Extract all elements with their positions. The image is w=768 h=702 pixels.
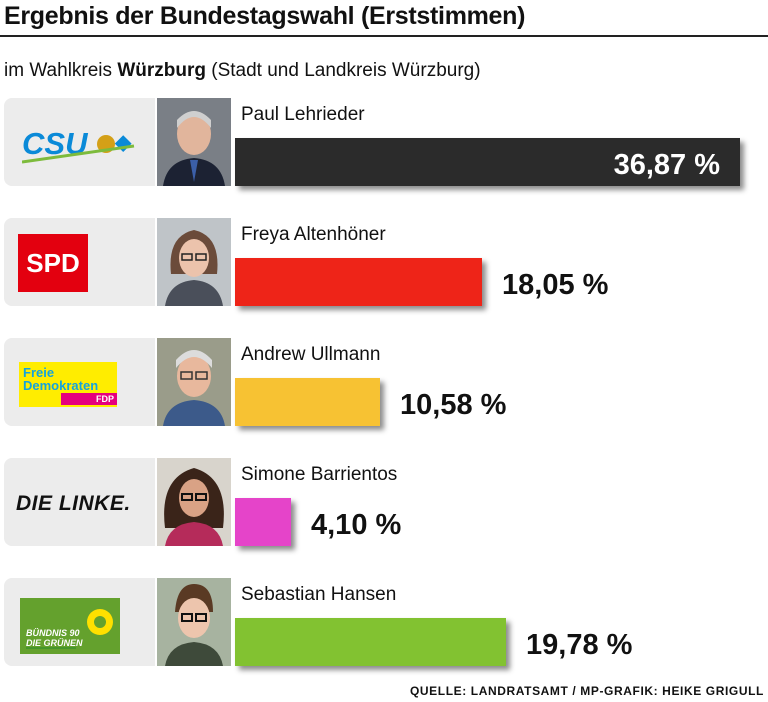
bar-fdp [235, 378, 380, 426]
subtitle-constituency: Würzburg [117, 60, 206, 81]
bar-gruene [235, 618, 506, 666]
candidate-photo [157, 218, 231, 306]
candidate-row-spd: SPD Freya Altenhöner 18,05 % [0, 218, 768, 318]
fdp-logo-line1: Freie [23, 365, 55, 380]
value-label-linke: 4,10 % [311, 509, 402, 541]
candidate-photo [157, 98, 231, 186]
linke-logo: DIE LINKE. [16, 492, 131, 515]
bar-spd [235, 258, 482, 306]
fdp-logo: Freie Demokraten FDP [19, 362, 117, 407]
candidate-photo [157, 338, 231, 426]
gruene-logo-line1: BÜNDNIS 90 [26, 628, 80, 638]
portrait-icon [157, 218, 231, 306]
gruene-logo-stripe [26, 647, 76, 649]
csu-logo-icon: CSU [21, 126, 135, 164]
candidate-row-fdp: Freie Demokraten FDP Andrew Ullmann 10,5… [0, 338, 768, 438]
candidate-row-gruene: BÜNDNIS 90 DIE GRÜNEN Sebastian Hansen 1… [0, 578, 768, 678]
candidate-name: Sebastian Hansen [241, 584, 397, 605]
bar-linke [235, 498, 291, 546]
candidate-photo [157, 578, 231, 666]
candidate-name: Andrew Ullmann [241, 344, 381, 365]
gruene-logo: BÜNDNIS 90 DIE GRÜNEN [20, 598, 120, 654]
spd-logo-text: SPD [26, 248, 80, 278]
subtitle: im Wahlkreis Würzburg (Stadt und Landkre… [4, 60, 481, 82]
party-logo-box: Freie Demokraten FDP [4, 338, 155, 426]
portrait-icon [157, 458, 231, 546]
fdp-logo-tag: FDP [61, 393, 117, 405]
source-credit: QUELLE: LANDRATSAMT / MP-GRAFIK: HEIKE G… [409, 684, 764, 698]
candidate-photo [157, 458, 231, 546]
gruene-logo-line2: DIE GRÜNEN [26, 638, 83, 648]
portrait-icon [157, 338, 231, 426]
party-logo-box: BÜNDNIS 90 DIE GRÜNEN [4, 578, 155, 666]
title-divider [0, 35, 768, 37]
candidate-row-csu: CSU Paul Lehrieder 36,87 % [0, 98, 768, 198]
value-label-spd: 18,05 % [502, 269, 609, 301]
portrait-icon [157, 98, 231, 186]
candidate-name: Paul Lehrieder [241, 104, 365, 125]
party-logo-box: SPD [4, 218, 155, 306]
candidate-row-linke: DIE LINKE. Simone Barrientos 4,10 % [0, 458, 768, 558]
candidate-name: Freya Altenhöner [241, 224, 386, 245]
bar-csu [235, 138, 740, 186]
party-logo-box: DIE LINKE. [4, 458, 155, 546]
value-label-csu: 36,87 % [613, 149, 720, 181]
page-title: Ergebnis der Bundestagswahl (Erststimmen… [4, 2, 526, 30]
csu-logo: CSU [21, 124, 140, 169]
swoosh-icon [21, 144, 135, 164]
candidate-name: Simone Barrientos [241, 464, 398, 485]
sunflower-icon [87, 609, 113, 635]
value-label-fdp: 10,58 % [400, 389, 507, 421]
fdp-logo-line2: Demokraten [23, 378, 99, 393]
value-label-gruene: 19,78 % [526, 629, 633, 661]
portrait-icon [157, 578, 231, 666]
party-logo-box: CSU [4, 98, 155, 186]
spd-logo: SPD [18, 234, 88, 292]
subtitle-prefix: im Wahlkreis [4, 60, 113, 81]
subtitle-suffix: (Stadt und Landkreis Würzburg) [211, 60, 481, 81]
